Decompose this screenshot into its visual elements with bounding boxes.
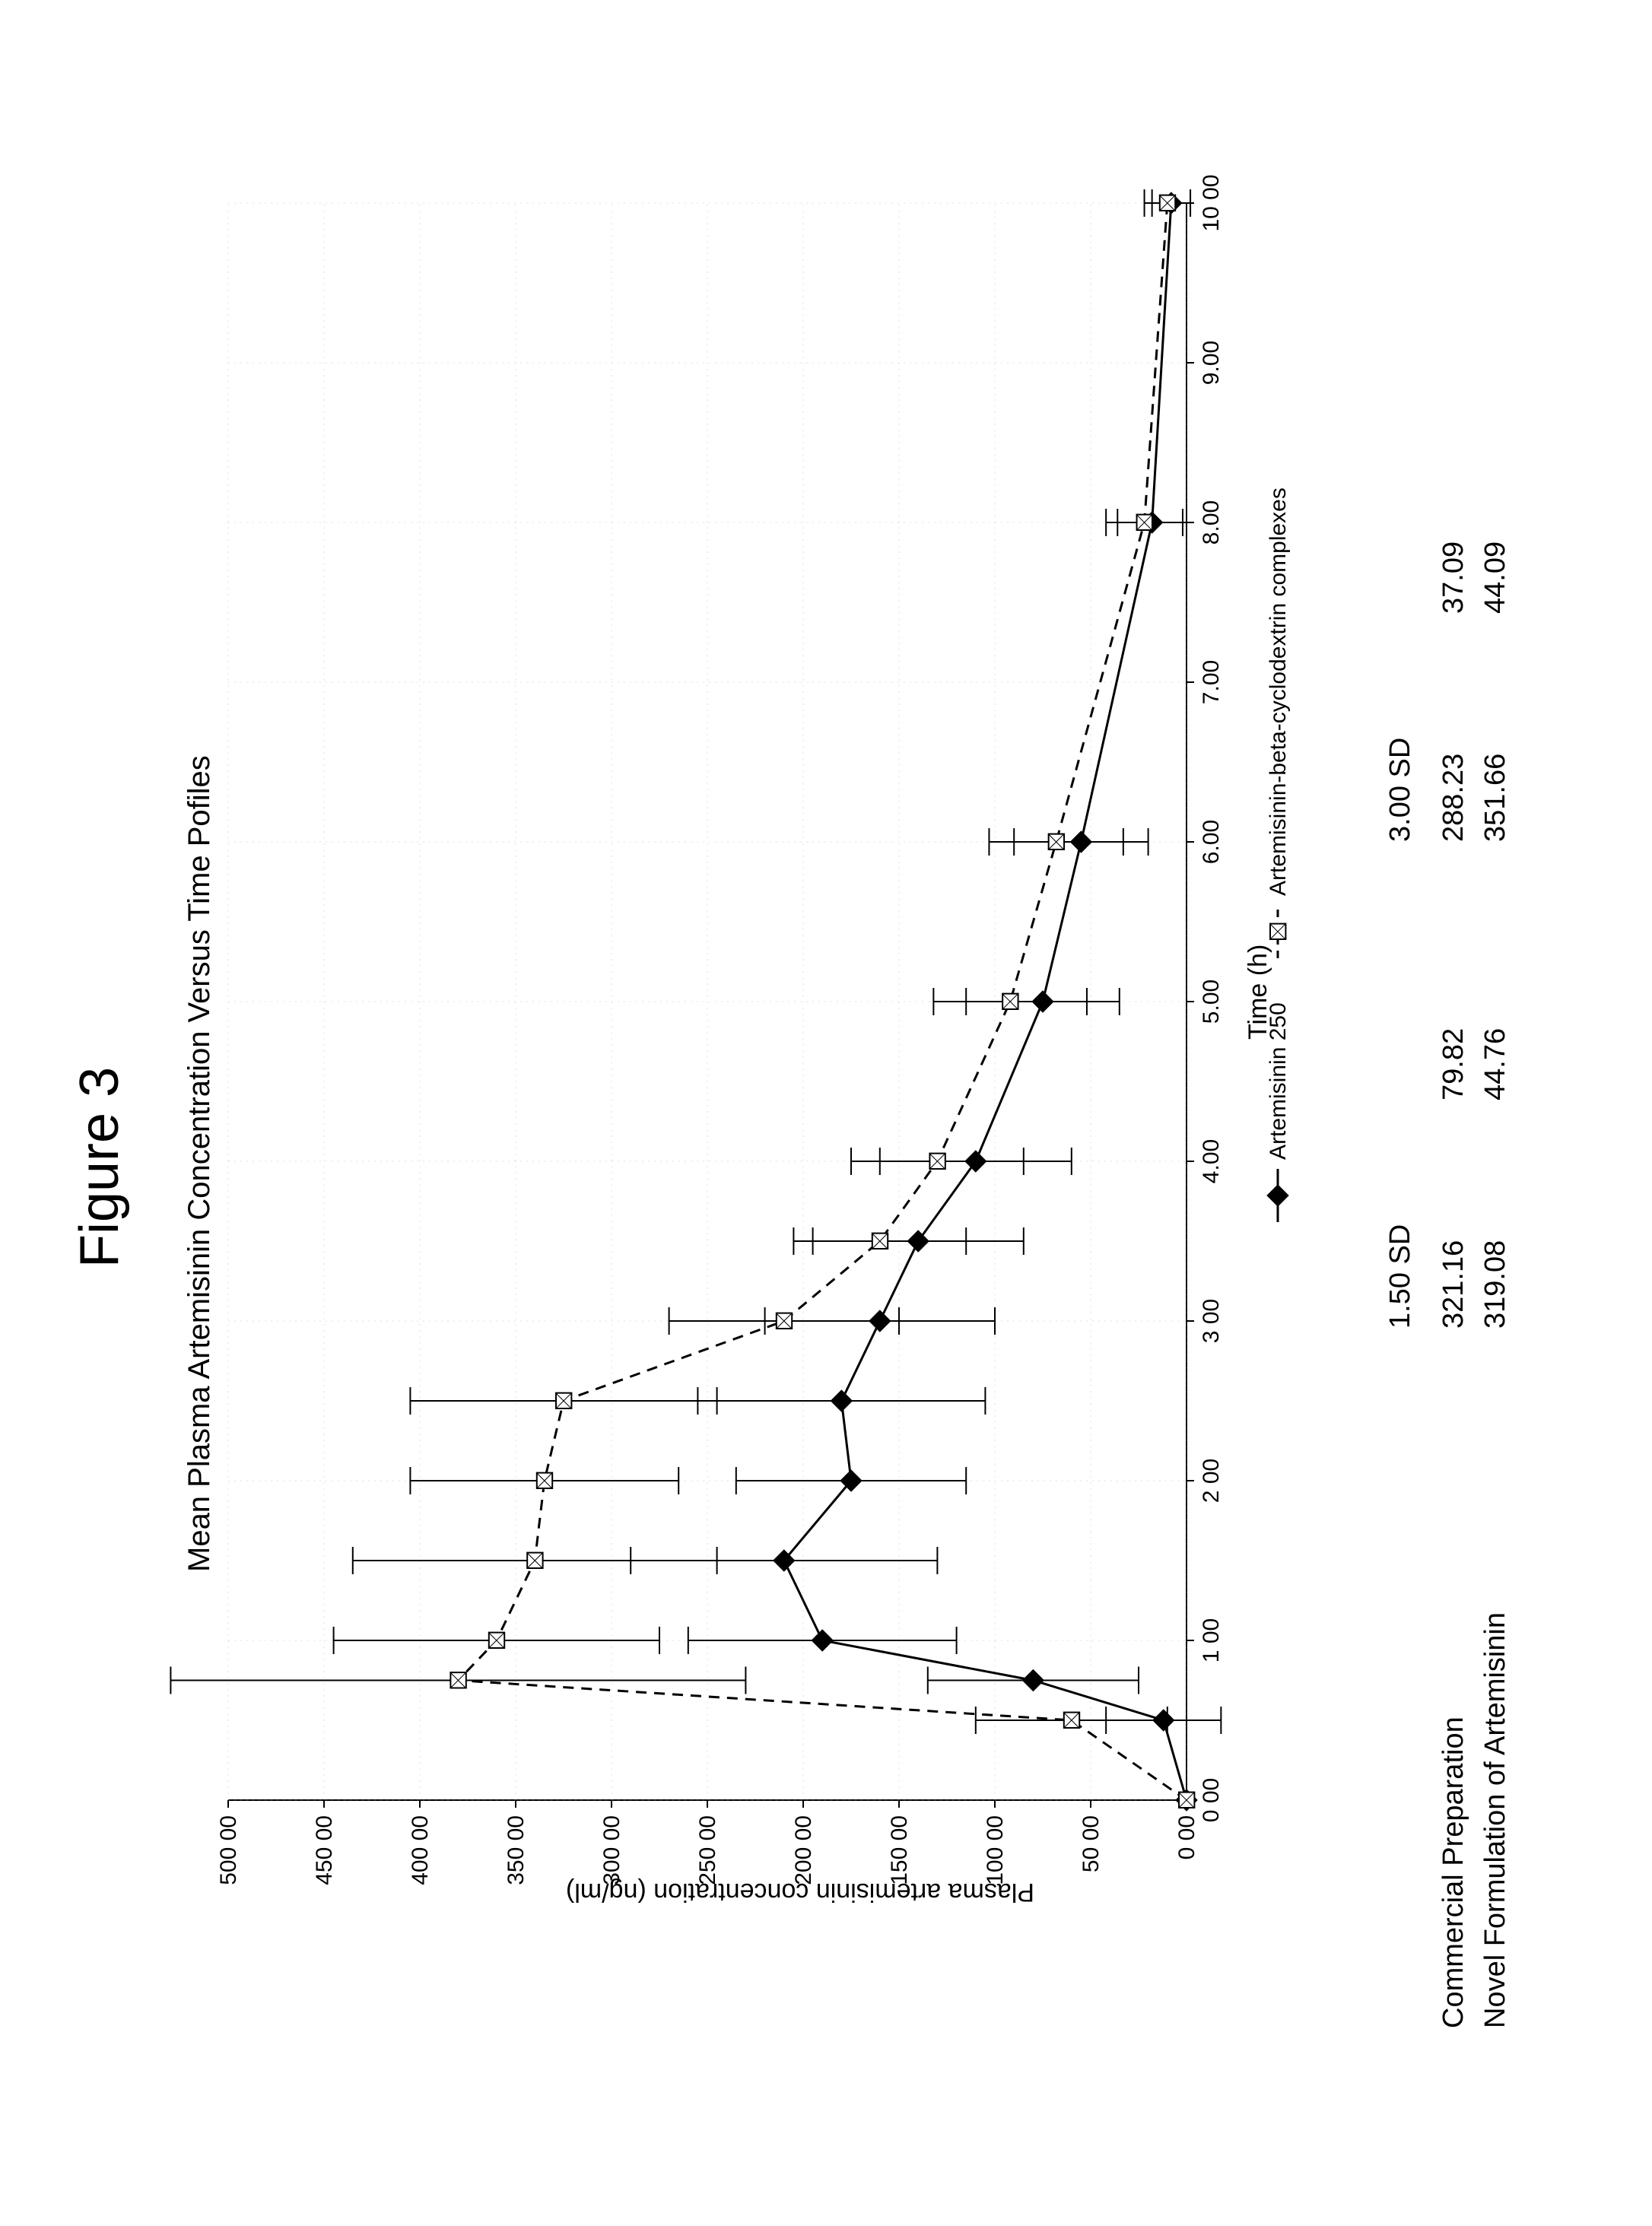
y-tick-label: 500 00 — [216, 1815, 241, 1885]
y-tick-label: 400 00 — [408, 1815, 433, 1885]
x-tick-label: 6.00 — [1199, 820, 1224, 864]
table-row-label: Commercial Preparation — [1438, 1716, 1470, 2028]
y-tick-label: 0 00 — [1174, 1815, 1199, 1859]
x-tick-label: 1 00 — [1199, 1618, 1224, 1662]
x-tick-label: 10 00 — [1199, 174, 1224, 231]
series-artemisinin-250 — [631, 189, 1221, 1811]
y-tick-label: 450 00 — [312, 1815, 337, 1885]
landscape-content: Figure 3 Mean Plasma Artemisinin Concent… — [0, 0, 1652, 2226]
x-tick-label: 4.00 — [1199, 1139, 1224, 1183]
table-cell: 321.16 — [1438, 1240, 1470, 1329]
table-header-2: 3.00 SD — [1384, 738, 1417, 842]
table-cell: 79.82 — [1438, 1028, 1470, 1100]
chart-plot: 0 00 50 00 100 00 150 00 200 00 250 00 300 00 3… — [0, 0, 1652, 2226]
y-tick-label: 150 00 — [887, 1815, 912, 1885]
table-cell: 44.76 — [1479, 1028, 1512, 1100]
x-tick-label: 3 00 — [1199, 1299, 1224, 1343]
table-cell: 37.09 — [1438, 541, 1470, 614]
page: Figure 3 Mean Plasma Artemisinin Concent… — [0, 0, 1652, 2226]
y-tick-label: 350 00 — [504, 1815, 529, 1885]
table-cell: 319.08 — [1479, 1240, 1512, 1329]
x-tick-label: 8.00 — [1199, 500, 1224, 545]
x-tick-label: 2 00 — [1199, 1459, 1224, 1503]
table-cell: 288.23 — [1438, 754, 1470, 842]
table-cell: 351.66 — [1479, 754, 1512, 842]
x-tick-label: 9.00 — [1199, 341, 1224, 385]
x-tick-label: 0 00 — [1199, 1778, 1224, 1822]
y-tick-label: 200 00 — [791, 1815, 816, 1885]
y-tick-label: 250 00 — [695, 1815, 720, 1885]
table-header-1: 1.50 SD — [1384, 1224, 1417, 1329]
x-tick-label: 7.00 — [1199, 660, 1224, 704]
x-tick-label: 5.00 — [1199, 980, 1224, 1024]
table-row-label: Novel Formulation of Artemisinin — [1479, 1612, 1512, 2028]
table-cell: 44.09 — [1479, 541, 1512, 614]
y-tick-label: 300 00 — [599, 1815, 624, 1885]
y-tick-label: 50 00 — [1079, 1815, 1104, 1872]
y-tick-label: 100 00 — [983, 1815, 1008, 1885]
